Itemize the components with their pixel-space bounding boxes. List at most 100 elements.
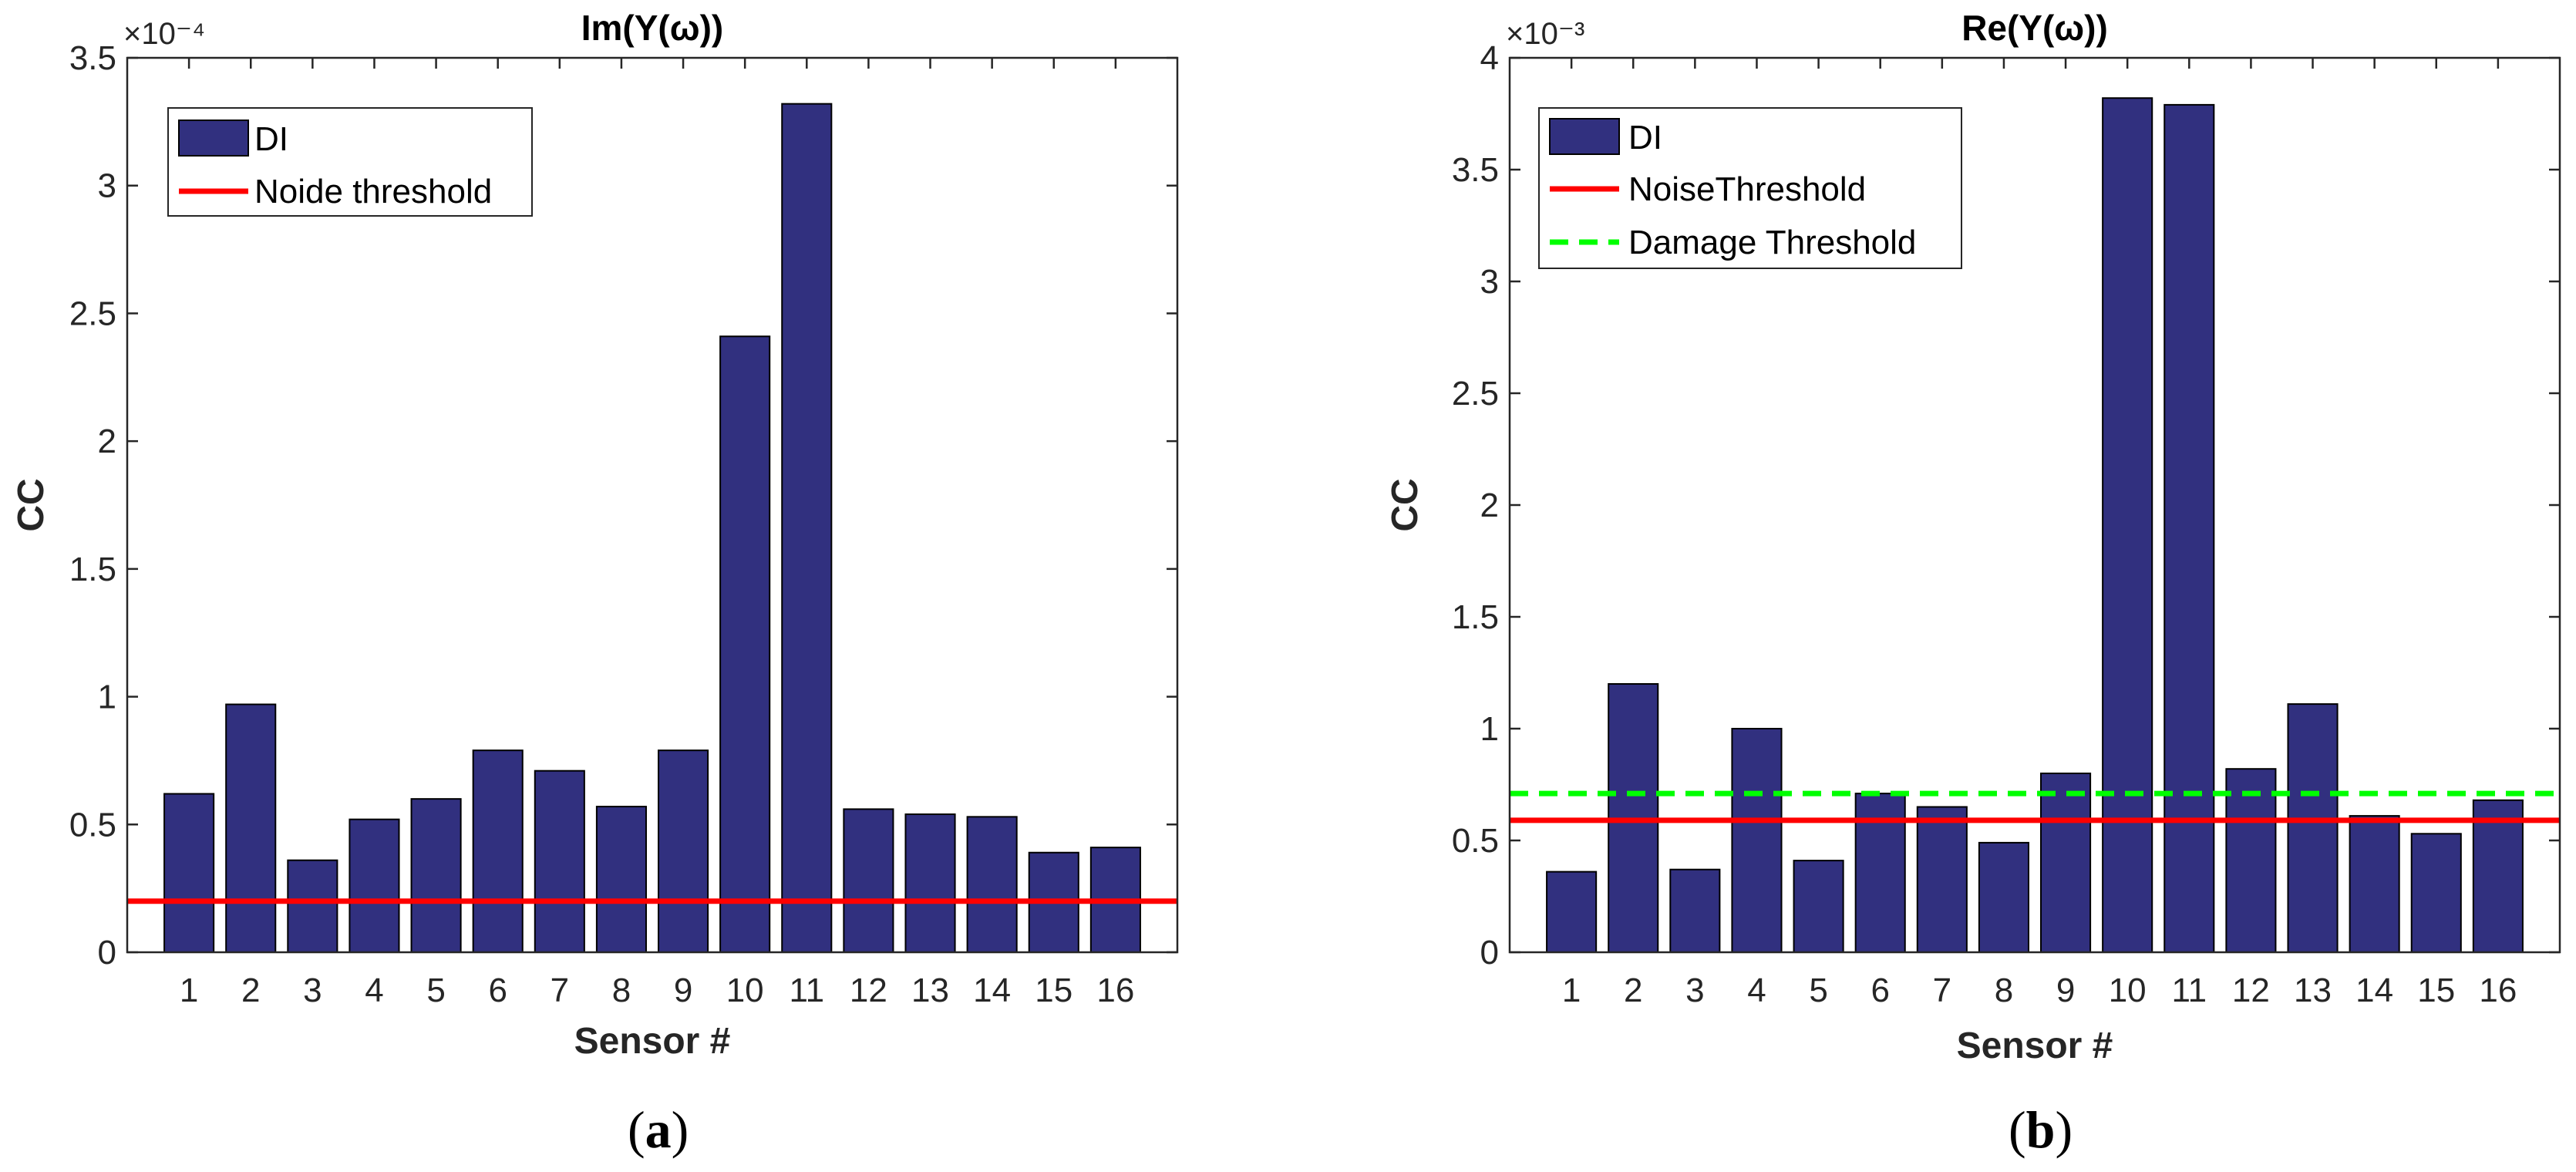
chart-b-exponent-label: ×10⁻³ bbox=[1506, 17, 1584, 51]
chart-b-title: Re(Y(ω)) bbox=[1961, 8, 2108, 48]
bar-sensor-11 bbox=[781, 103, 833, 954]
x-tick-label: 14 bbox=[2355, 972, 2393, 1009]
bar-sensor-4 bbox=[349, 818, 400, 953]
y-tick-label: 3.5 bbox=[69, 39, 116, 77]
bar-sensor-14 bbox=[2349, 815, 2400, 953]
chart-b-axes-box bbox=[1508, 56, 2561, 954]
x-tick-label: 2 bbox=[1624, 972, 1642, 1009]
x-tick-label: 16 bbox=[1096, 972, 1134, 1009]
chart-a-x-axis-label: Sensor # bbox=[574, 1021, 731, 1062]
y-tick-label: 2.5 bbox=[1452, 375, 1499, 413]
x-tick-label: 5 bbox=[1809, 972, 1827, 1009]
y-tick-label: 3 bbox=[98, 167, 116, 205]
chart-b: 00.511.522.533.54 1 2 3 4 5 6 7 8 9 10 11 12 13 14 15 1… bbox=[1385, 8, 2561, 1159]
bar-sensor-7 bbox=[1916, 806, 1968, 953]
y-tick-label: 1 bbox=[1480, 710, 1499, 748]
chart-b-legend-swatch-di bbox=[1549, 118, 1620, 155]
chart-a-legend-label-di: DI bbox=[254, 120, 288, 158]
bar-sensor-16 bbox=[2472, 799, 2524, 954]
y-tick-label: 3.5 bbox=[1452, 151, 1499, 189]
bar-sensor-13 bbox=[904, 813, 956, 953]
bar-sensor-8 bbox=[595, 806, 647, 953]
chart-a-caption: (a) bbox=[628, 1100, 689, 1159]
y-tick-label: 4 bbox=[1480, 39, 1499, 77]
x-tick-label: 10 bbox=[726, 972, 764, 1009]
y-tick-label: 0 bbox=[1480, 934, 1499, 972]
x-tick-label: 15 bbox=[2417, 972, 2455, 1009]
bar-sensor-2 bbox=[225, 703, 277, 953]
chart-b-legend-label-noise: NoiseThreshold bbox=[1628, 170, 1866, 208]
chart-a-legend-label-noise: Noide threshold bbox=[254, 173, 492, 210]
x-tick-label: 1 bbox=[1562, 972, 1581, 1009]
x-tick-label: 13 bbox=[911, 972, 949, 1009]
y-tick-label: 2 bbox=[98, 423, 116, 460]
bar-sensor-5 bbox=[410, 798, 462, 953]
chart-b-caption-letter: b bbox=[2026, 1100, 2056, 1159]
bar-sensor-13 bbox=[2287, 703, 2339, 953]
x-tick-label: 10 bbox=[2109, 972, 2147, 1009]
x-tick-label: 7 bbox=[551, 972, 569, 1009]
bar-sensor-11 bbox=[2164, 103, 2215, 953]
y-tick-label: 2.5 bbox=[69, 295, 116, 332]
x-tick-label: 16 bbox=[2479, 972, 2517, 1009]
chart-a-bars bbox=[163, 103, 1141, 954]
bar-sensor-6 bbox=[472, 749, 524, 954]
y-tick-label: 2 bbox=[1480, 487, 1499, 524]
chart-a-legend: DI Noide threshold bbox=[167, 107, 533, 217]
x-tick-label: 4 bbox=[365, 972, 383, 1009]
y-tick-label: 0 bbox=[98, 934, 116, 972]
chart-b-thresholds bbox=[1510, 790, 2560, 823]
chart-a-caption-letter: a bbox=[645, 1100, 672, 1159]
bar-sensor-6 bbox=[1854, 793, 1906, 953]
bar-sensor-7 bbox=[534, 770, 585, 954]
bar-sensor-9 bbox=[658, 749, 709, 954]
bar-sensor-5 bbox=[1793, 860, 1844, 953]
x-tick-label: 12 bbox=[2232, 972, 2270, 1009]
bar-sensor-10 bbox=[719, 335, 771, 953]
x-tick-label: 13 bbox=[2294, 972, 2332, 1009]
x-tick-label: 8 bbox=[612, 972, 631, 1009]
bar-sensor-12 bbox=[2225, 768, 2277, 954]
chart-b-legend: DI NoiseThreshold Damage Threshold bbox=[1538, 107, 1962, 269]
x-tick-label: 7 bbox=[1933, 972, 1951, 1009]
bar-sensor-12 bbox=[843, 808, 894, 954]
chart-b-caption: (b) bbox=[2009, 1100, 2073, 1159]
y-tick-label: 3 bbox=[1480, 263, 1499, 301]
x-tick-label: 4 bbox=[1747, 972, 1766, 1009]
bar-sensor-8 bbox=[1978, 841, 2029, 954]
x-tick-label: 3 bbox=[303, 972, 322, 1009]
x-tick-label: 2 bbox=[241, 972, 260, 1009]
chart-a-exponent-label: ×10⁻⁴ bbox=[123, 17, 205, 51]
x-tick-label: 5 bbox=[426, 972, 445, 1009]
x-tick-label: 14 bbox=[973, 972, 1011, 1009]
chart-a-y-axis-label: CC bbox=[11, 478, 52, 531]
y-tick-label: 1.5 bbox=[69, 551, 116, 588]
chart-b-x-axis-label: Sensor # bbox=[1957, 1026, 2113, 1066]
x-tick-label: 6 bbox=[1871, 972, 1889, 1009]
chart-a-axes-box bbox=[126, 56, 1179, 954]
x-tick-label: 15 bbox=[1035, 972, 1072, 1009]
x-tick-label: 11 bbox=[789, 972, 824, 1009]
x-tick-label: 8 bbox=[1995, 972, 2013, 1009]
x-tick-label: 11 bbox=[2171, 972, 2207, 1009]
bar-sensor-9 bbox=[2040, 773, 2092, 953]
x-tick-label: 12 bbox=[850, 972, 887, 1009]
y-tick-label: 1.5 bbox=[1452, 598, 1499, 636]
bar-sensor-15 bbox=[2410, 833, 2462, 954]
y-tick-label: 0.5 bbox=[1452, 822, 1499, 860]
chart-b-y-axis-label: CC bbox=[1385, 478, 1426, 531]
x-tick-label: 9 bbox=[2056, 972, 2075, 1009]
chart-b-y-tick-labels: 0 0.5 1 1.5 2 2.5 3 3.5 4 bbox=[1452, 39, 1499, 972]
bar-sensor-4 bbox=[1731, 728, 1783, 953]
x-tick-label: 6 bbox=[488, 972, 507, 1009]
bar-sensor-10 bbox=[2102, 97, 2153, 954]
chart-a: 00.511.522.533.5 1 2 3 4 5 6 7 8 9 10 11 12 13 14 15 16… bbox=[11, 8, 1179, 1159]
chart-a-x-tick-labels: 1 2 3 4 5 6 7 8 9 10 11 12 13 14 15 16 bbox=[180, 972, 1134, 1009]
bar-sensor-1 bbox=[1546, 871, 1598, 953]
chart-a-legend-swatch-di bbox=[178, 120, 249, 157]
x-tick-label: 1 bbox=[180, 972, 198, 1009]
y-tick-label: 0.5 bbox=[69, 806, 116, 844]
chart-b-x-tick-labels: 1 2 3 4 5 6 7 8 9 10 11 12 13 14 15 16 bbox=[1562, 972, 2517, 1009]
chart-a-y-tick-labels: 0 0.5 1 1.5 2 2.5 3 3.5 bbox=[69, 39, 116, 972]
